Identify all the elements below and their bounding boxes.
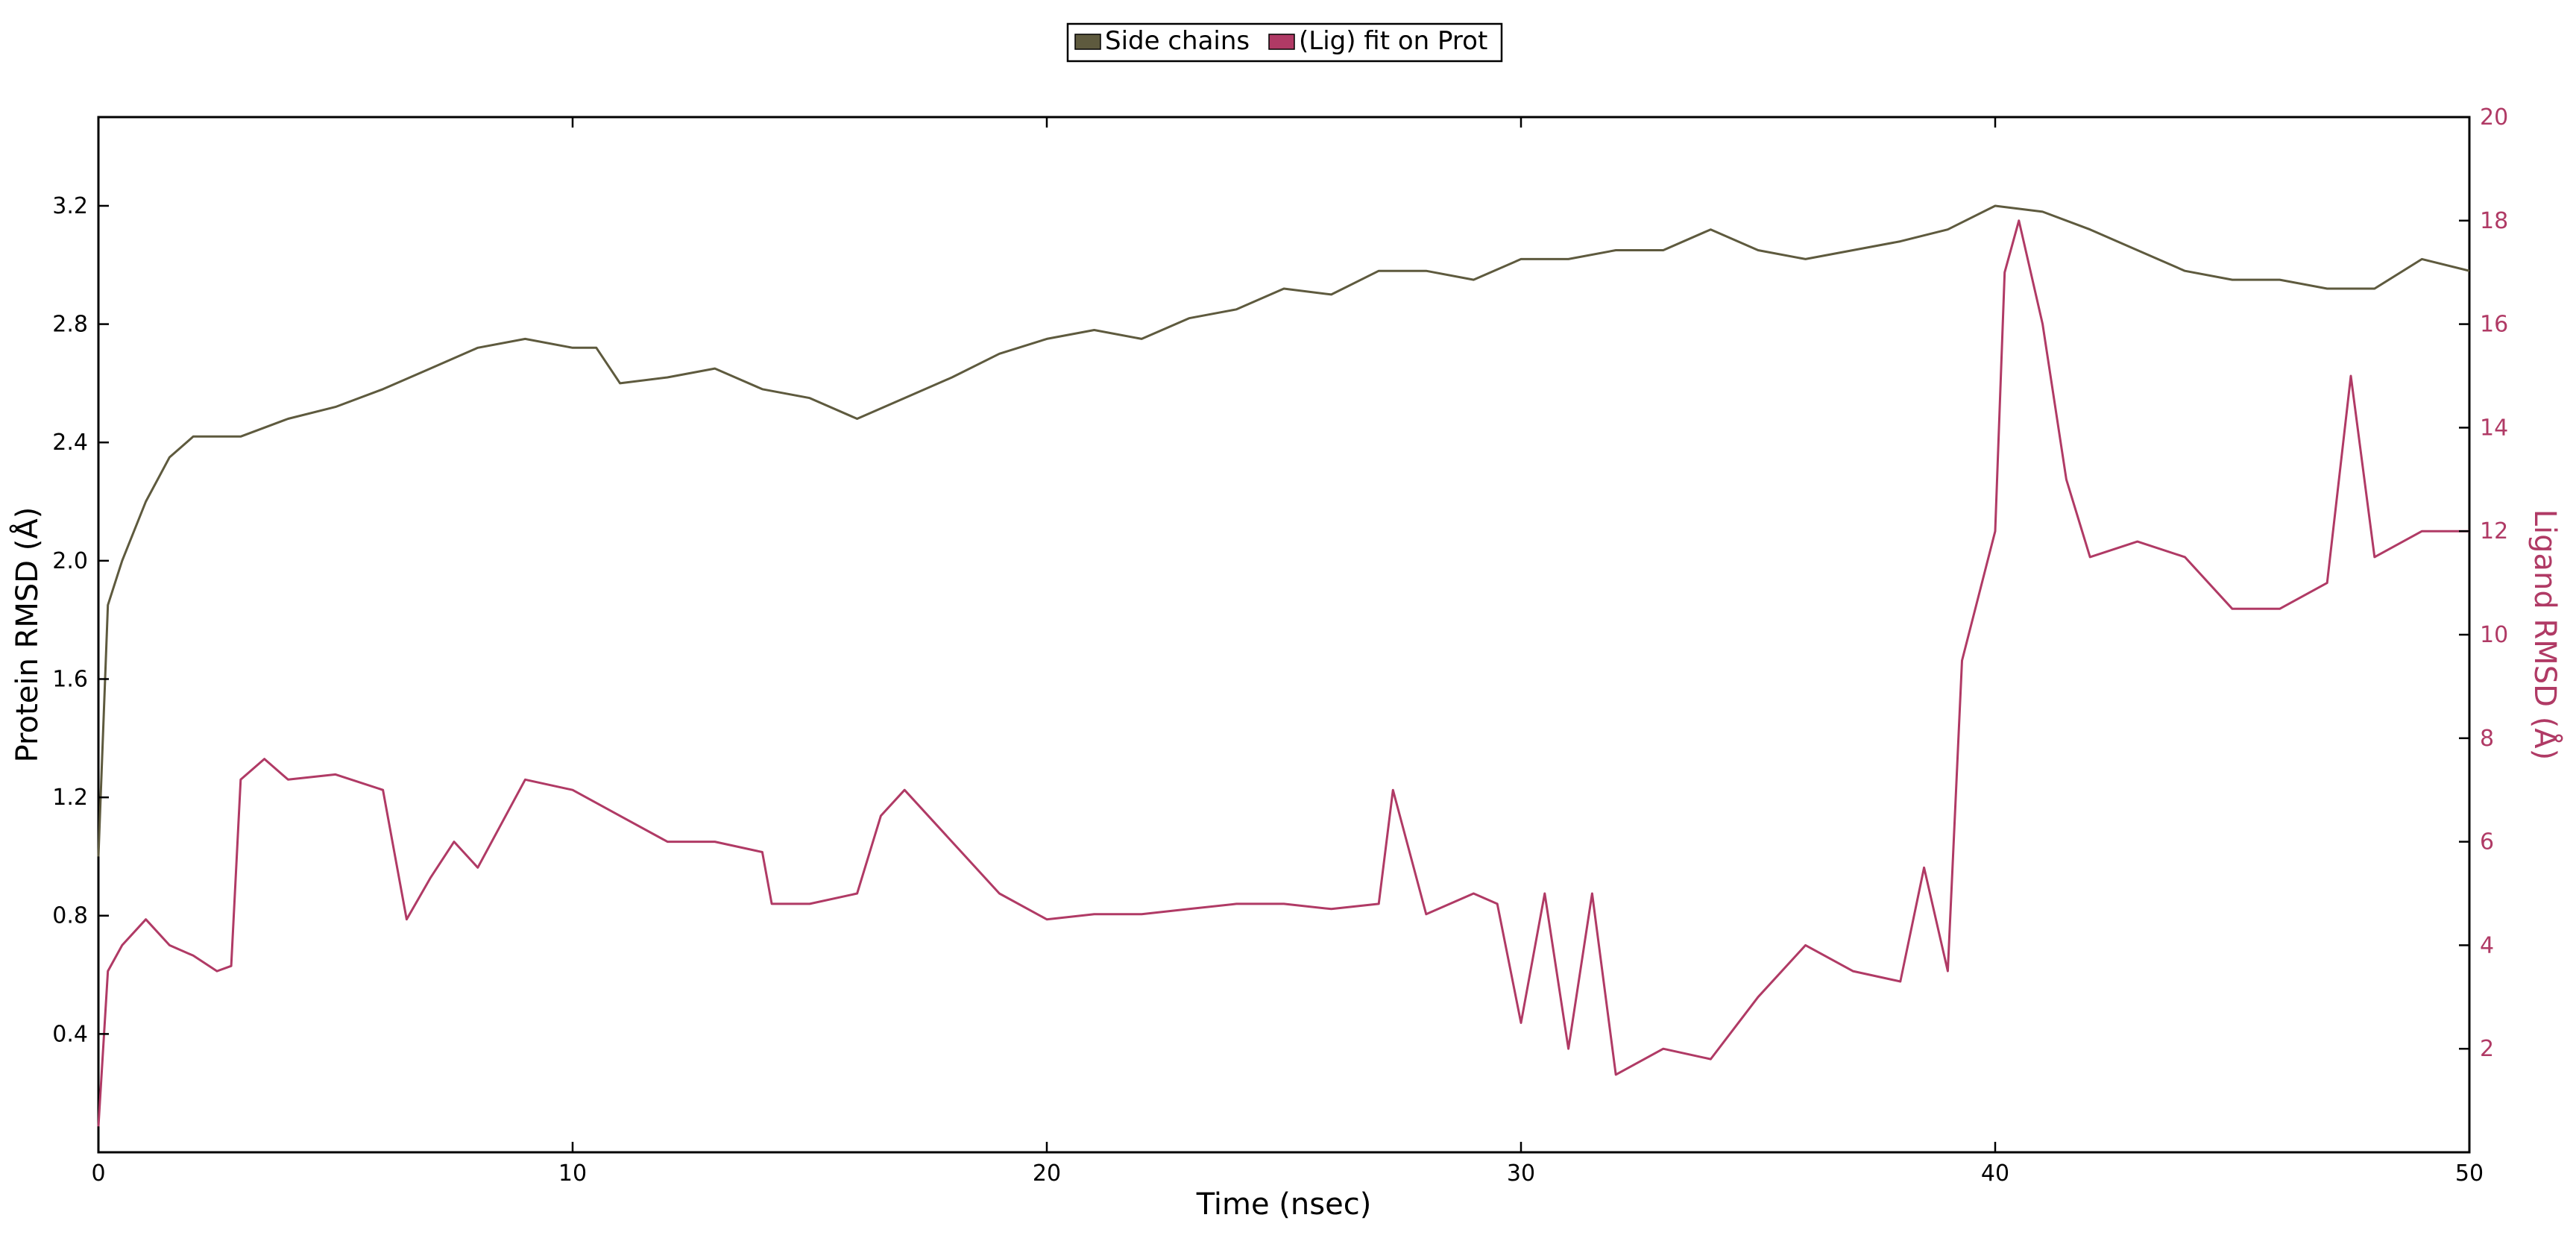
left-tick-label: 1.2 [52,785,88,811]
right-tick-label: 14 [2480,415,2508,441]
x-tick-label: 30 [1507,1160,1535,1187]
right-axis-label: Ligand RMSD (Å) [2528,509,2563,761]
plot-frame [97,116,2471,1154]
left-tick-label: 2.8 [52,312,88,338]
left-tick-label: 0.8 [52,903,88,929]
legend-swatch-ligand [1268,34,1295,50]
right-tick-label: 10 [2480,622,2508,648]
right-tick-label: 4 [2480,932,2494,958]
x-tick-label: 0 [91,1160,105,1187]
right-tick-label: 12 [2480,518,2508,544]
right-tick-label: 16 [2480,312,2508,338]
right-tick-label: 8 [2480,726,2494,752]
x-tick-label: 40 [1981,1160,2009,1187]
left-axis-label: Protein RMSD (Å) [9,507,45,763]
series-line-ligand [97,219,2469,1127]
x-tick-label: 50 [2455,1160,2484,1187]
right-tick-label: 2 [2480,1036,2494,1062]
right-axis-ticks: 2 4 6 8 10 12 14 16 18 20 [2459,104,2508,1062]
x-tick-label: 10 [558,1160,587,1187]
left-tick-label: 2.4 [52,430,88,456]
left-axis-ticks: 0.4 0.8 1.2 1.6 2.0 2.4 2.8 3.2 [52,193,109,1047]
x-axis-label: Time (nsec) [1196,1187,1372,1222]
left-tick-label: 0.4 [52,1021,88,1047]
left-tick-label: 1.6 [52,666,88,692]
right-tick-label: 6 [2480,829,2494,855]
series-line-side-chains [97,204,2470,857]
right-tick-label: 18 [2480,208,2508,234]
left-tick-label: 3.2 [52,193,88,219]
series-layer [97,204,2470,1127]
legend-label-ligand: (Lig) fit on Prot [1299,26,1487,56]
left-tick-label: 2.0 [52,548,88,574]
x-axis-ticks: 0 10 20 30 40 50 [91,117,2484,1187]
legend-label-side-chains: Side chains [1105,26,1250,56]
legend-swatch-side-chains [1074,34,1101,50]
x-tick-label: 20 [1033,1160,1061,1187]
right-tick-label: 20 [2480,104,2508,131]
legend: Side chains (Lig) fit on Prot [1066,22,1503,63]
